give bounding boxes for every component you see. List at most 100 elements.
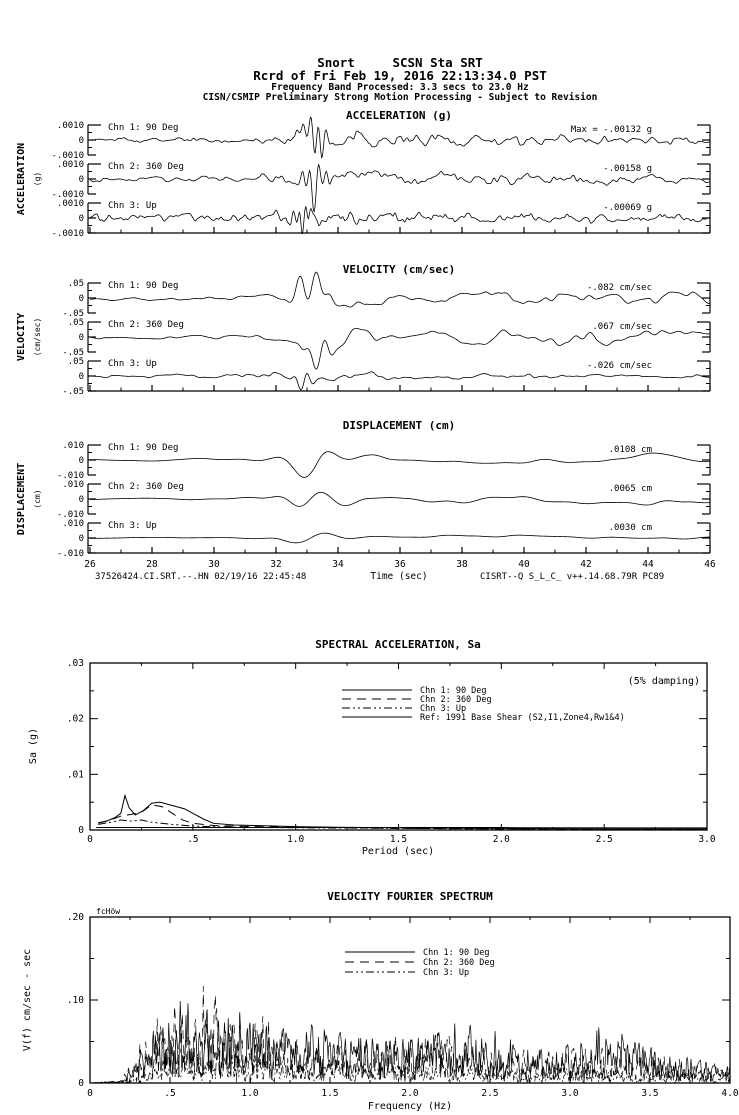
x-tick-label: 2.0 — [401, 1088, 418, 1099]
y-tick-label: -.010 — [57, 510, 84, 520]
x-tick-label: 40 — [518, 559, 530, 570]
channel-label: Chn 2: 360 Deg — [108, 320, 184, 330]
peak-value-label: .067 cm/sec — [592, 322, 652, 332]
y-tick-label: 0 — [79, 495, 84, 505]
header-band-line: Frequency Band Processed: 3.3 secs to 23… — [271, 82, 529, 93]
record-id-label: 37526424.CI.SRT.--.HN 02/19/16 22:45:48 — [95, 572, 306, 582]
x-axis-title: Time (sec) — [370, 571, 427, 582]
peak-value-label: -.00069 g — [603, 203, 652, 213]
channel-label: Chn 3: Up — [108, 359, 157, 369]
damping-annotation: (5% damping) — [628, 676, 700, 687]
sa-curve-2 — [98, 804, 707, 830]
x-tick-label: 42 — [580, 559, 591, 570]
peak-value-label: .0065 cm — [609, 484, 652, 494]
waveform-trace — [90, 532, 710, 544]
peak-value-label: .0108 cm — [609, 445, 652, 455]
y-tick-label: 0 — [79, 372, 84, 382]
peak-value-label: .0030 cm — [609, 523, 652, 533]
section-acceleration: ACCELERATION (g) ACCELERATION (g) .0010 0 -.0… — [16, 109, 711, 239]
chart-title: VELOCITY FOURIER SPECTRUM — [327, 890, 493, 903]
y-tick-label: -.05 — [62, 309, 84, 319]
channel-label: Chn 1: 90 Deg — [108, 281, 178, 291]
side-axis-label: DISPLACEMENT — [16, 463, 27, 535]
x-tick-label: 28 — [146, 559, 158, 570]
y-tick-label: .03 — [67, 658, 84, 669]
legend-label: Chn 1: 90 Deg — [423, 948, 490, 958]
peak-value-label: -.082 cm/sec — [587, 283, 652, 293]
y-tick-label: -.05 — [62, 387, 84, 397]
fourier-curve-3 — [90, 1050, 730, 1084]
legend-label: Chn 3: Up — [420, 704, 466, 714]
y-tick-label: -.010 — [57, 471, 84, 481]
waveform-trace — [89, 116, 710, 159]
channel-label: Chn 1: 90 Deg — [108, 443, 178, 453]
x-tick-label: 1.5 — [390, 834, 407, 845]
sa-curve-3 — [98, 819, 707, 830]
x-axis-title: Period (sec) — [362, 846, 434, 857]
x-tick-label: 2.5 — [596, 834, 613, 845]
channel-label: Chn 2: 360 Deg — [108, 162, 184, 172]
x-tick-label: 46 — [704, 559, 716, 570]
y-axis-title: Sa (g) — [28, 728, 39, 764]
y-tick-label: .010 — [62, 480, 84, 490]
y-tick-label: .10 — [67, 995, 84, 1006]
x-tick-label: 30 — [208, 559, 220, 570]
waveform-trace — [90, 491, 710, 507]
y-tick-label: 0 — [79, 534, 84, 544]
y-tick-label: .05 — [68, 279, 84, 289]
section-title: ACCELERATION (g) — [346, 109, 452, 122]
header-processing-line: CISN/CSMIP Preliminary Strong Motion Pro… — [202, 92, 598, 103]
sa-series-group — [96, 793, 707, 830]
velocity-channel-2: .05 0 -.05 Chn 2: 360 Deg .067 cm/sec — [62, 318, 711, 370]
x-tick-label: 3.0 — [698, 834, 715, 845]
peak-value-label: -.026 cm/sec — [587, 361, 652, 371]
y-tick-label: 0 — [78, 825, 84, 836]
y-tick-label: .0010 — [57, 199, 84, 209]
x-tick-label: 38 — [456, 559, 468, 570]
x-tick-label: 2.0 — [493, 834, 510, 845]
header-station-line: Snort SCSN Sta SRT — [317, 55, 483, 70]
y-tick-label: .010 — [62, 519, 84, 529]
y-tick-label: 0 — [79, 456, 84, 466]
x-tick-label: 4.0 — [721, 1088, 738, 1099]
waveform-trace — [89, 271, 710, 308]
x-tick-label: 44 — [642, 559, 654, 570]
y-axis-title: V(f) cm/sec - sec — [22, 949, 33, 1051]
sa-svg: SPECTRAL ACCELERATION, Sa 0 .01 .02 .03 0 .5 1.… — [28, 638, 716, 857]
y-tick-label: 0 — [79, 214, 84, 224]
y-tick-label: -.0010 — [51, 151, 84, 161]
legend-label: Chn 2: 360 Deg — [420, 695, 492, 705]
legend-label: Chn 1: 90 Deg — [420, 686, 487, 696]
acceleration-channel-1: .0010 0 -.0010 Chn 1: 90 Deg Max = -.00132 g — [51, 116, 711, 161]
x-tick-label: 1.0 — [287, 834, 304, 845]
x-tick-label: 0 — [87, 1088, 93, 1099]
section-velocity: VELOCITY (cm/sec) VELOCITY (cm/sec) .05 0 -.0… — [16, 263, 711, 397]
fourier-series-group — [90, 985, 730, 1084]
waveform-trace — [89, 451, 710, 478]
section-displacement: DISPLACEMENT (cm) DISPLACEMENT (cm) .010 0 -.… — [16, 419, 716, 582]
y-tick-label: 0 — [78, 1078, 84, 1089]
channel-label: Chn 3: Up — [108, 521, 157, 531]
timeseries-svg: ACCELERATION (g) ACCELERATION (g) .0010 0 -.0… — [16, 109, 716, 582]
side-axis-unit: (cm/sec) — [33, 318, 42, 357]
x-tick-label: 1.5 — [321, 1088, 338, 1099]
y-tick-label: .05 — [68, 357, 84, 367]
displacement-channel-2: .010 0 -.010 Chn 2: 360 Deg .0065 cm — [57, 480, 711, 520]
side-axis-label: ACCELERATION — [16, 143, 27, 215]
channel-label: Chn 2: 360 Deg — [108, 482, 184, 492]
x-tick-label: 32 — [270, 559, 281, 570]
processing-id-label: CISRT--Q S_L_C_ v++.14.68.79R PC89 — [480, 572, 664, 582]
channel-label: Chn 1: 90 Deg — [108, 123, 178, 133]
side-axis-unit: (g) — [33, 172, 42, 186]
fourier-svg: VELOCITY FOURIER SPECTRUM fcHöw 0 .10 .20 0 .5… — [22, 890, 739, 1112]
header-record-line: Rcrd of Fri Feb 19, 2016 22:13:34.0 PST — [253, 68, 547, 83]
y-tick-label: .01 — [67, 769, 84, 780]
chart-title: SPECTRAL ACCELERATION, Sa — [315, 638, 481, 651]
x-axis-title: Frequency (Hz) — [368, 1101, 452, 1112]
x-tick-label: 36 — [394, 559, 406, 570]
y-tick-label: -.0010 — [51, 229, 84, 239]
legend-label: Ref: 1991 Base Shear (S2,I1,Zone4,Rw1&4) — [420, 713, 625, 723]
fc-annotation: fcHöw — [96, 907, 120, 916]
x-tick-label: 1.0 — [241, 1088, 258, 1099]
x-tick-label: 3.0 — [561, 1088, 578, 1099]
